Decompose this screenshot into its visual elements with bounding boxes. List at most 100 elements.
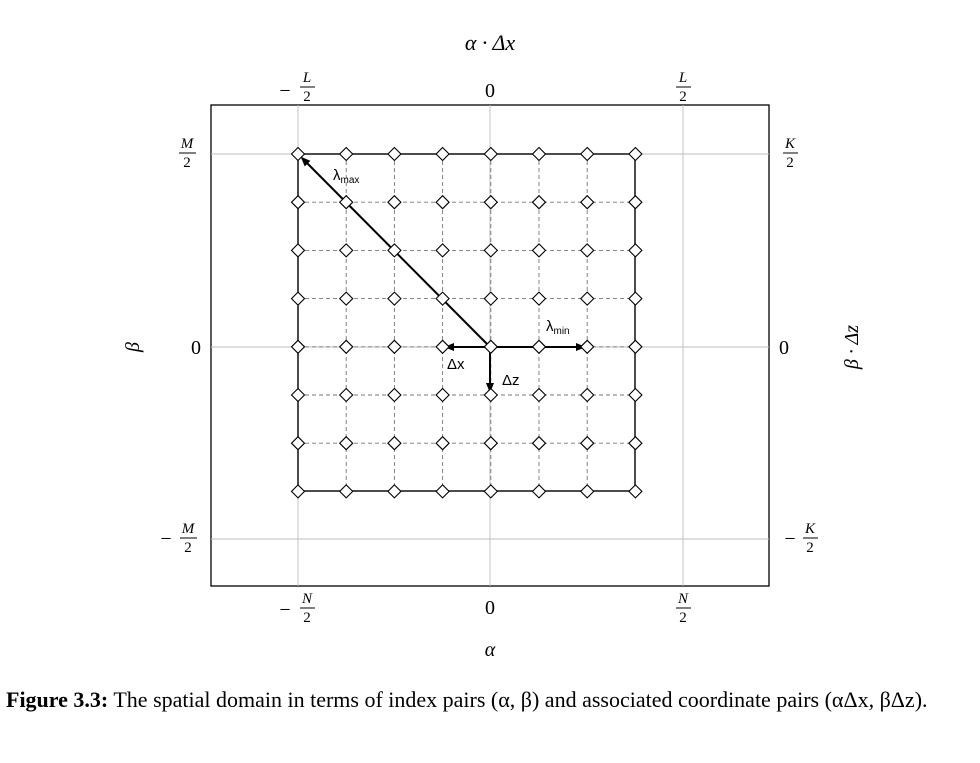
right-tick-den: 2	[786, 155, 794, 171]
left-tick-num: M	[181, 521, 196, 537]
top-axis-title: α · Δx	[465, 30, 516, 55]
grid-node	[531, 387, 547, 403]
grid-node	[483, 387, 499, 403]
grid-node	[483, 243, 499, 258]
caption-text: The spatial domain in terms of index pai…	[113, 687, 928, 712]
grid-node	[435, 387, 450, 403]
right-tick-zero: 0	[779, 337, 789, 359]
grid-node	[338, 146, 354, 162]
grid-node	[628, 435, 643, 451]
grid-node	[435, 194, 450, 210]
grid-node	[290, 243, 306, 258]
right-tick-num: K	[804, 521, 816, 537]
grid-node	[579, 387, 595, 403]
grid-node	[531, 291, 547, 306]
top-tick-den: 2	[679, 89, 687, 105]
figure-caption: Figure 3.3: The spatial domain in terms …	[6, 685, 974, 715]
left-tick-labels: M 2 0 − M 2	[160, 136, 201, 556]
top-tick-num: L	[302, 70, 311, 86]
grid-node	[531, 484, 547, 499]
grid-node	[338, 484, 354, 499]
grid-node	[483, 194, 499, 210]
grid-node	[338, 291, 354, 306]
top-tick-num: L	[678, 70, 687, 86]
bottom-tick-den: 2	[679, 610, 687, 626]
left-tick-zero: 0	[191, 337, 201, 359]
grid-node	[387, 194, 402, 210]
grid-node	[628, 291, 643, 306]
bottom-tick-num: N	[301, 591, 313, 607]
top-tick-labels: − L 2 0 L 2	[279, 70, 691, 105]
grid-node	[483, 435, 499, 451]
right-tick-labels: K 2 0 − K 2	[779, 136, 818, 556]
grid-node	[483, 339, 499, 355]
grid-nodes	[290, 146, 643, 499]
caption-label: Figure 3.3:	[6, 687, 109, 712]
grid-node	[531, 435, 547, 451]
grid-node	[531, 339, 547, 355]
grid-node	[338, 435, 354, 451]
grid-node	[435, 435, 450, 451]
grid-node	[628, 484, 643, 499]
grid-node	[531, 146, 547, 162]
grid-node	[435, 243, 450, 258]
delta-x-label: Δx	[447, 356, 465, 373]
lambda-max-label: λmax	[333, 167, 359, 186]
grid-node	[435, 146, 450, 162]
top-tick-sign: −	[279, 80, 290, 102]
grid-node	[628, 339, 643, 355]
grid-node	[579, 435, 595, 451]
lambda-min-label: λmin	[546, 318, 570, 337]
grid-node	[628, 146, 643, 162]
grid-node	[579, 194, 595, 210]
left-axis-title: β	[122, 342, 144, 353]
left-tick-sign: −	[160, 528, 171, 550]
grid-node	[628, 387, 643, 403]
grid-node	[387, 339, 402, 355]
grid-node	[387, 484, 402, 499]
index-grid	[298, 154, 636, 492]
grid-node	[290, 339, 306, 355]
grid-node	[579, 484, 595, 499]
top-tick-zero: 0	[485, 80, 495, 102]
grid-node	[290, 146, 306, 162]
grid-node	[387, 243, 402, 258]
bottom-axis-title: α	[485, 639, 496, 661]
bottom-tick-zero: 0	[485, 597, 495, 619]
grid-node	[579, 339, 595, 355]
grid-node	[290, 387, 306, 403]
grid-node	[338, 243, 354, 258]
delta-z-label: Δz	[502, 372, 520, 389]
right-tick-den: 2	[806, 540, 814, 556]
grid-node	[628, 194, 643, 210]
bottom-tick-den: 2	[303, 610, 311, 626]
grid-node	[387, 435, 402, 451]
grid-node	[387, 146, 402, 162]
grid-node	[579, 291, 595, 306]
grid-node	[531, 194, 547, 210]
grid-node	[483, 484, 499, 499]
top-tick-den: 2	[303, 89, 311, 105]
grid-node	[290, 291, 306, 306]
left-tick-den: 2	[183, 155, 191, 171]
grid-node	[387, 291, 402, 306]
grid-node	[483, 146, 499, 162]
left-tick-den: 2	[184, 540, 192, 556]
grid-node	[387, 387, 402, 403]
grid-node	[338, 194, 354, 210]
grid-node	[579, 146, 595, 162]
grid-node	[531, 243, 547, 258]
grid-node	[628, 243, 643, 258]
grid-node	[290, 194, 306, 210]
bottom-tick-labels: − N 2 0 N 2	[279, 591, 691, 626]
grid-node	[338, 387, 354, 403]
grid-node	[338, 339, 354, 355]
grid-node	[435, 291, 450, 306]
bottom-tick-sign: −	[279, 599, 290, 621]
grid-node	[290, 435, 306, 451]
grid-node	[435, 339, 450, 355]
grid-node	[483, 291, 499, 306]
grid-node	[435, 484, 450, 499]
right-axis-title: β · Δz	[841, 325, 863, 370]
bottom-tick-num: N	[677, 591, 689, 607]
